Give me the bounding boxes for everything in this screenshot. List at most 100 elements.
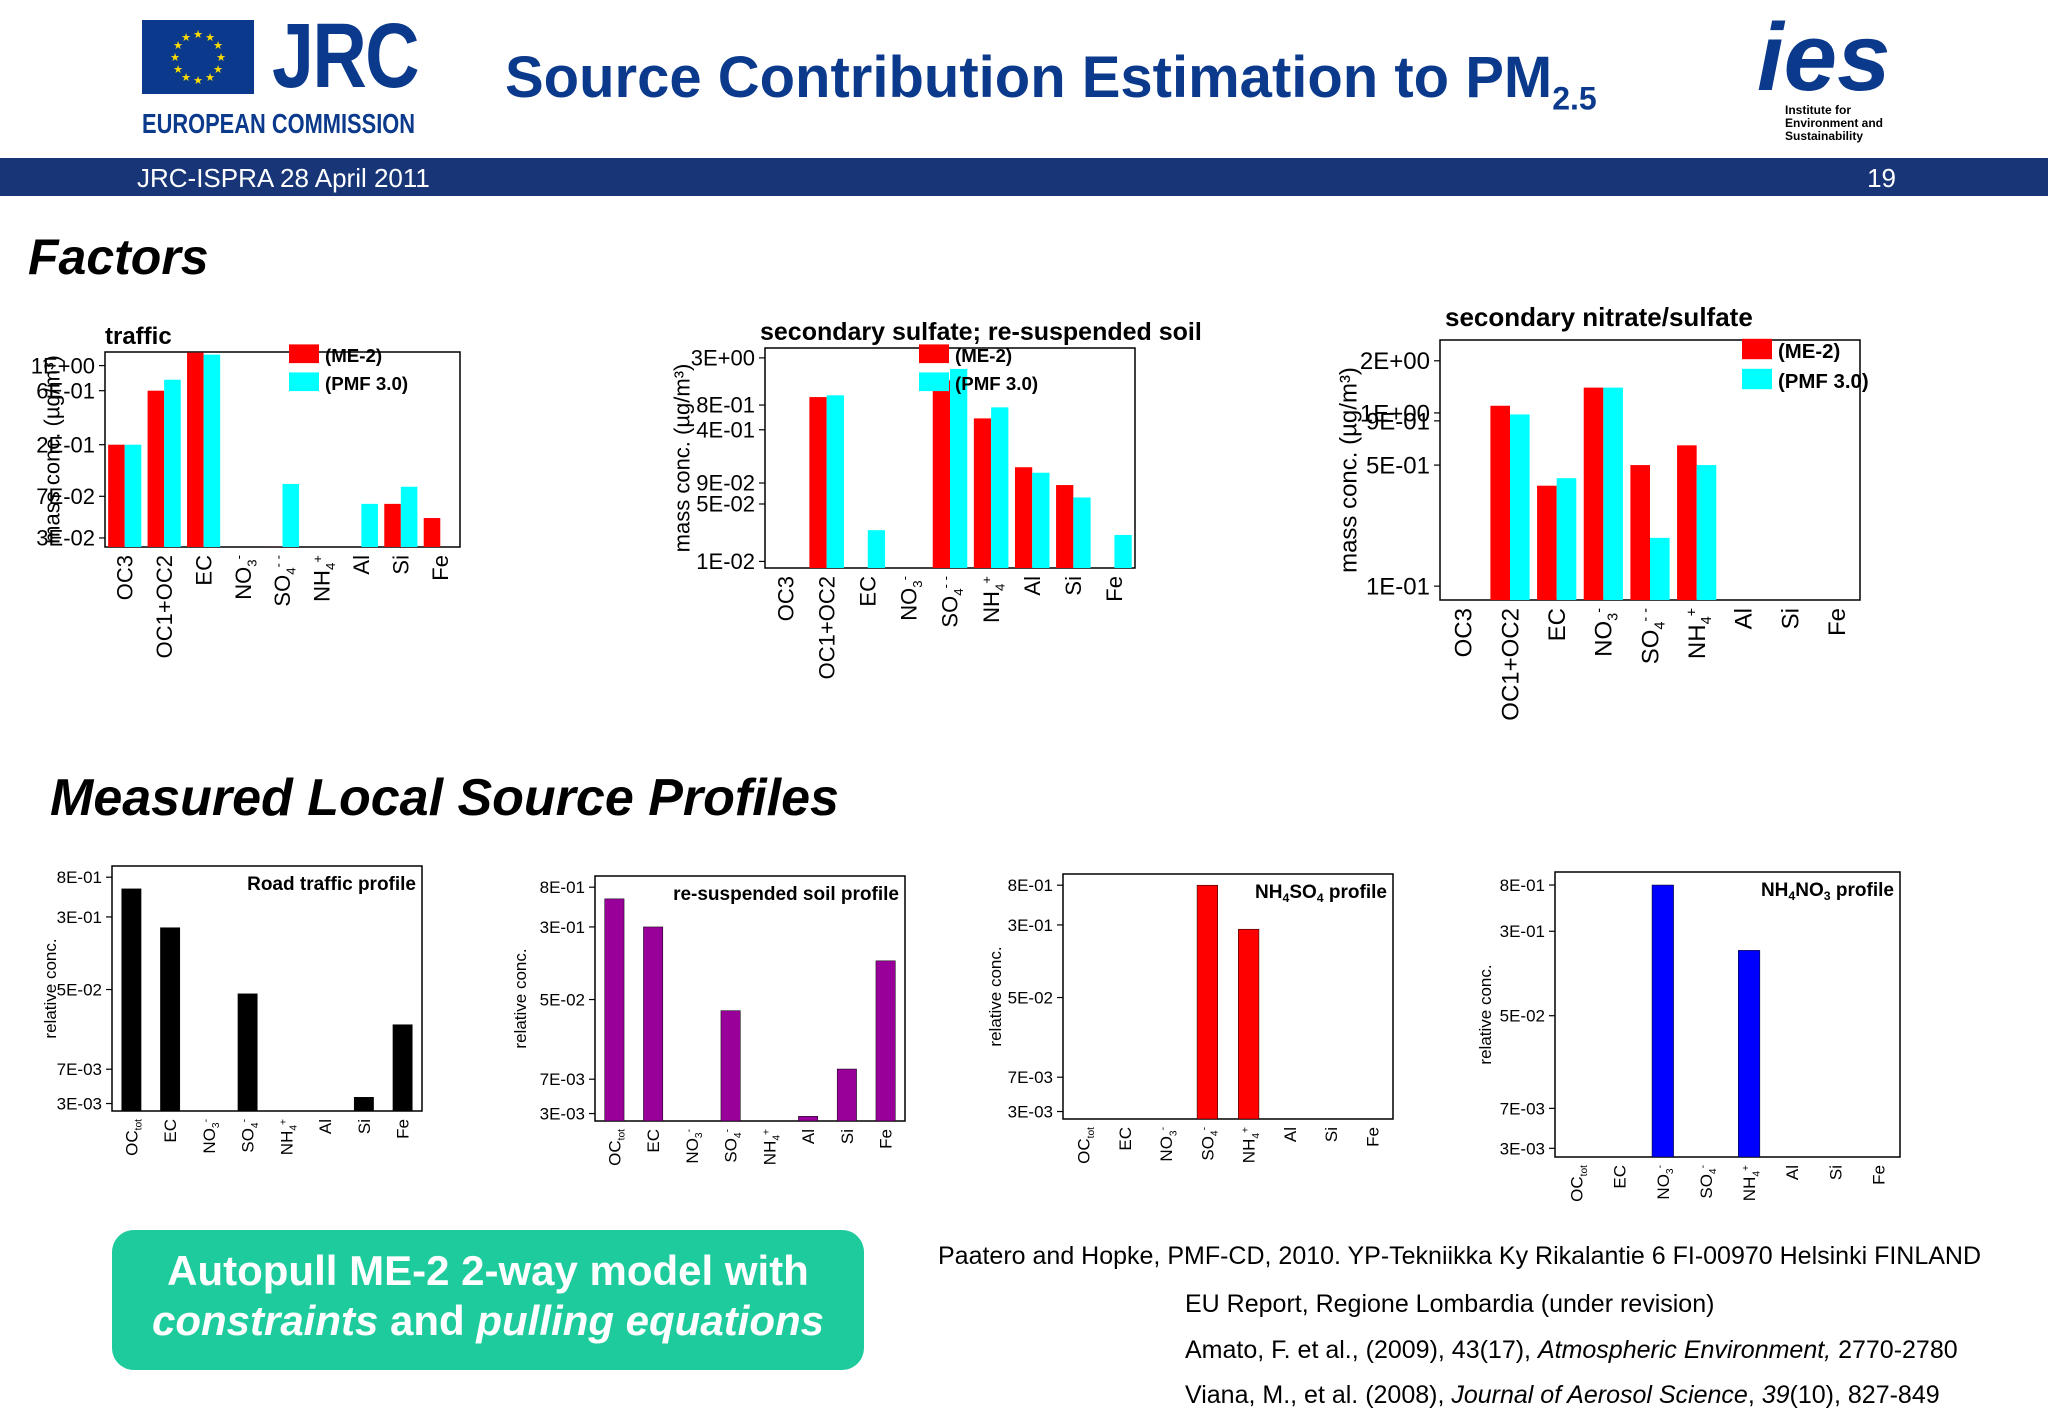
- x-tick-label-part: tot: [617, 1129, 628, 1140]
- svg-text:★: ★: [193, 75, 203, 87]
- x-tick-label: Fe: [394, 1119, 413, 1139]
- x-tick-label-part: -: [1698, 1165, 1709, 1168]
- x-tick-label-part: 4: [284, 567, 299, 574]
- y-tick-label: 1E-01: [1366, 574, 1430, 601]
- bar: [1196, 884, 1218, 1120]
- x-tick-label: OCtot: [605, 1129, 627, 1166]
- bar: [826, 395, 844, 568]
- x-tick-label-part: Fe: [428, 555, 453, 581]
- x-tick-label-part: 4: [1251, 1133, 1262, 1139]
- x-tick-label: OC1+OC2: [1497, 608, 1524, 721]
- x-tick-label: SO4- -: [938, 576, 967, 628]
- y-tick-label: 5E-02: [696, 492, 755, 517]
- x-tick-label-part: NH: [1684, 624, 1711, 659]
- x-tick-label-part: OC3: [112, 555, 137, 600]
- y-axis-label: mass conc. (µg/m³): [670, 364, 695, 553]
- x-tick-label: NH4+: [1684, 608, 1715, 659]
- x-tick-label: NO3-: [1591, 608, 1622, 657]
- bar: [1056, 485, 1074, 568]
- x-tick-label-part: -: [240, 1119, 251, 1122]
- x-tick-label: NO3-: [897, 576, 926, 621]
- bar: [991, 407, 1009, 568]
- x-tick-label: Fe: [1869, 1165, 1888, 1185]
- x-tick-label-part: SO: [722, 1138, 741, 1163]
- x-tick-label-part: Fe: [1824, 608, 1851, 636]
- y-axis-label: relative conc.: [1476, 964, 1495, 1064]
- x-tick-label: EC: [644, 1129, 663, 1153]
- chart-road-traffic-profile: Road traffic profile 8E-01 3E-01 5E-02 7E-03…: [41, 865, 423, 1156]
- x-tick-label-part: Fe: [394, 1119, 413, 1139]
- x-tick-label-part: 4: [772, 1135, 783, 1141]
- reference-1: Paatero and Hopke, PMF-CD, 2010. YP-Tekn…: [938, 1242, 1982, 1270]
- bar: [1014, 467, 1033, 568]
- x-tick-label-part: 4: [1652, 622, 1668, 630]
- x-tick-label-part: -: [684, 1129, 695, 1132]
- bar: [164, 379, 181, 547]
- x-tick-label-part: 3: [1606, 613, 1622, 621]
- x-tick-label-part: NO: [200, 1128, 219, 1154]
- x-tick-label-part: OC: [1075, 1138, 1094, 1164]
- x-tick-label-part: SO: [1697, 1174, 1716, 1199]
- legend-swatch: [919, 372, 949, 392]
- reference-2: EU Report, Regione Lombardia (under revi…: [1185, 1290, 1715, 1318]
- x-tick-label-part: OC1+OC2: [814, 576, 839, 679]
- bar: [809, 397, 827, 568]
- y-tick-label: 8E-01: [696, 393, 755, 418]
- x-tick-label: OC3: [773, 576, 798, 621]
- x-tick-label-part: Al: [1783, 1165, 1802, 1180]
- bar: [121, 888, 142, 1112]
- x-tick-label-part: OC3: [773, 576, 798, 621]
- x-tick-label-part: 3: [244, 559, 259, 566]
- chart-title-part: profile: [1324, 882, 1387, 903]
- x-tick-label: NH4+: [310, 555, 339, 602]
- x-tick-label: NH4+: [1740, 1165, 1762, 1201]
- x-tick-label: Al: [349, 555, 374, 575]
- legend-label: (PMF 3.0): [955, 373, 1038, 394]
- x-tick-label-part: OC: [1568, 1176, 1587, 1202]
- x-tick-label-part: Al: [1281, 1127, 1300, 1142]
- org-logo-text: JRC: [272, 5, 420, 107]
- x-tick-label: Al: [1731, 608, 1758, 629]
- y-tick-label: 5E-01: [1366, 452, 1430, 479]
- x-tick-label: Fe: [1363, 1127, 1382, 1147]
- x-tick-label-part: Fe: [1869, 1165, 1888, 1185]
- section-title-factors: Factors: [28, 229, 209, 285]
- bar: [147, 390, 165, 547]
- chart-title: re-suspended soil profile: [673, 884, 899, 905]
- x-tick-label-part: +: [979, 576, 994, 584]
- bar: [1696, 465, 1717, 600]
- x-tick-label-part: NH: [1740, 1177, 1759, 1202]
- bar: [1238, 928, 1260, 1120]
- x-tick-label-part: SO: [938, 596, 963, 628]
- y-tick-label: 3E-03: [540, 1104, 585, 1123]
- y-tick-label: 7E-03: [1008, 1068, 1053, 1087]
- x-tick-label-part: SO: [1637, 630, 1664, 665]
- y-tick-label: 1E+00: [1360, 400, 1430, 427]
- callout-box: Autopull ME-2 2-way model with constrain…: [112, 1230, 864, 1370]
- x-tick-label-part: Fe: [1363, 1127, 1382, 1147]
- x-tick-label-part: -: [1199, 1127, 1210, 1130]
- x-tick-label: EC: [1544, 608, 1571, 641]
- x-tick-label: EC: [1611, 1165, 1630, 1189]
- y-tick-label: 7E-03: [57, 1060, 102, 1079]
- chart-secondary-sulfate: secondary sulfate; re-suspended soil3E+0…: [670, 318, 1202, 679]
- x-tick-label-part: OC1+OC2: [152, 555, 177, 658]
- chart-title: Road traffic profile: [247, 874, 416, 895]
- x-tick-label-part: 3: [211, 1122, 222, 1128]
- bar: [384, 503, 401, 547]
- x-tick-label-part: tot: [134, 1119, 145, 1130]
- bar: [973, 418, 992, 568]
- x-tick-label-part: tot: [1579, 1165, 1590, 1176]
- chart-title-part: 4: [1788, 889, 1795, 903]
- x-tick-label-part: +: [1241, 1127, 1252, 1133]
- x-tick-label: Fe: [1102, 576, 1127, 602]
- slide-title: Source Contribution Estimation to PM2.5: [505, 45, 1597, 117]
- y-tick-label: 3E-01: [1008, 916, 1053, 935]
- x-tick-label-part: NO: [683, 1138, 702, 1164]
- bar: [1032, 472, 1050, 568]
- x-tick-label: SO4-: [1697, 1165, 1719, 1199]
- y-tick-label: 8E-01: [57, 868, 102, 887]
- x-tick-label: Al: [1281, 1127, 1300, 1142]
- legend-swatch: [289, 344, 319, 364]
- x-tick-label-part: -: [897, 576, 912, 580]
